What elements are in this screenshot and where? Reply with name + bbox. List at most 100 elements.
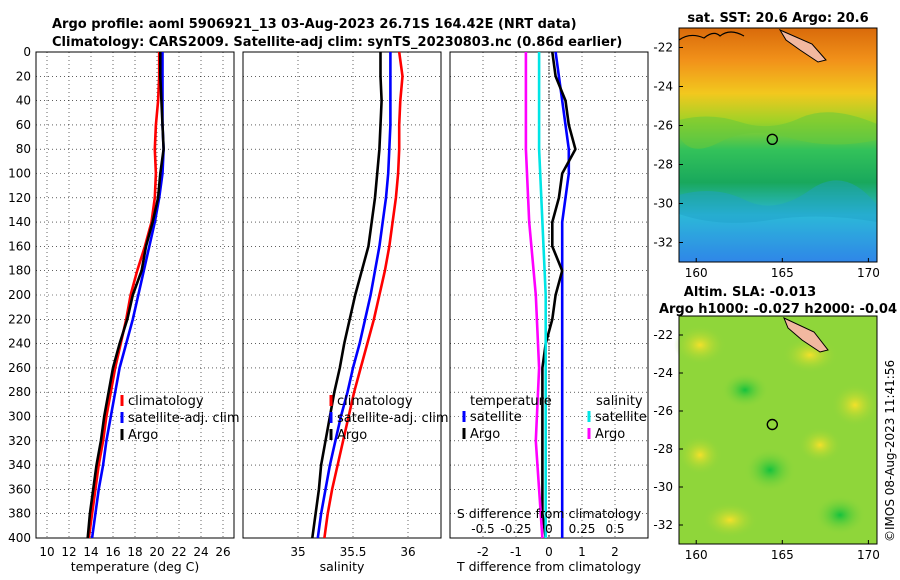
sst-lat-tick-labels: -22 -24 -26 -28 -30 -32 [653,41,683,250]
series-line-climatology [87,52,161,539]
x-tick-label: 22 [171,545,186,559]
lat-tick-label: -28 [653,442,673,456]
series-line-temperature-satellite [554,51,571,538]
series-line-argo [311,52,383,539]
series-line-salinity-satellite [537,52,547,538]
series-line-argo [86,52,165,539]
sla-map-title: Altim. SLA: -0.013 [684,285,816,300]
argo-location-marker [766,133,778,146]
temperature-grid [36,52,234,538]
x-tick-label: -1 [510,545,522,559]
y-tick-label: 40 [16,94,31,108]
y-tick-label: 300 [8,410,31,424]
legend-argo-label: Argo [337,428,367,443]
salinity-legend: climatology satellite-adj. clim Argo [329,394,449,443]
lat-tick-label: -30 [653,480,673,494]
series-line-satellite-adj-clim [316,52,392,539]
sla-map: Altim. SLA: -0.013 Argo h1000: -0.027 h2… [653,285,897,562]
temperature-diff-xlabel: T difference from climatology [456,559,642,574]
series-line-temperature-argo [541,51,577,539]
difference-legend: temperature satellite Argo salinity sate… [462,394,647,442]
x-tick-label: 24 [193,545,208,559]
legend-temperature-title: temperature [470,394,552,409]
imos-timestamp: ©IMOS 08-Aug-2023 11:41:56 [883,360,897,542]
sla-blob [831,383,879,427]
salinity-panel: 35 35.5 36 salinity climatology satellite-… [242,51,449,574]
lat-tick-label: -26 [653,404,673,418]
lat-tick-label: -32 [653,236,673,250]
y-tick-label: 280 [8,385,31,399]
x-tick-label: -0.5 [471,522,494,536]
sla-lon-tick-labels: 160 165 170 [685,540,880,562]
sst-map-frame [678,27,878,263]
lon-tick-label: 165 [771,548,794,562]
lon-tick-label: 170 [857,548,880,562]
new-caledonia-land [783,317,829,353]
y-tick-label: 160 [8,239,31,253]
y-tick-label: 320 [8,434,31,448]
x-tick-label: 2 [611,545,619,559]
x-tick-label: 10 [39,545,54,559]
series-line-climatology [323,51,404,539]
x-tick-label: 35 [290,545,305,559]
difference-panel: -2 -1 0 1 2 -0.5 -0.25 0 0.25 0.5 S difference f… [449,51,649,574]
sla-blob [814,495,866,535]
legend-climatology-label: climatology [337,394,413,409]
lat-tick-label: -32 [653,518,673,532]
lat-tick-label: -26 [653,119,673,133]
sst-lon-tick-labels: 160 165 170 [685,258,880,280]
temperature-xlabel: temperature (deg C) [71,559,200,574]
temperature-lines [86,52,165,539]
legend-salinity-title: salinity [596,394,643,409]
y-tick-label: 400 [8,531,31,545]
lon-tick-label: 160 [685,266,708,280]
temperature-tick-labels: 10 12 14 16 18 20 22 24 26 [39,545,230,559]
x-tick-label: 16 [105,545,120,559]
y-tick-label: 260 [8,361,31,375]
difference-lines [524,51,577,539]
y-tick-label: 340 [8,458,31,472]
sla-blob [674,325,726,365]
x-tick-label: 20 [149,545,164,559]
salinity-xlabel: salinity [320,559,365,574]
y-tick-label: 360 [8,482,31,496]
salinity-grid [243,52,441,538]
x-tick-label: 0.25 [569,522,596,536]
title-line-2: Climatology: CARS2009. Satellite-adj cli… [52,35,622,50]
sst-patch [679,112,877,149]
x-tick-label: 14 [83,545,98,559]
salinity-diff-xlabel: S difference from climatology [457,506,642,521]
x-tick-label: 0 [545,545,553,559]
legend-climatology-label: climatology [128,394,204,409]
legend-argo-label: Argo [128,428,158,443]
sst-contour [678,31,745,41]
series-line-salinity-argo [524,52,544,539]
legend-sal-argo-label: Argo [595,427,625,442]
lat-tick-label: -24 [653,80,673,94]
x-tick-label: 26 [215,545,230,559]
x-tick-label: -0.25 [500,522,531,536]
y-tick-label: 100 [8,167,31,181]
y-tick-label: 60 [16,118,31,132]
lat-tick-label: -24 [653,366,673,380]
y-tick-label: 120 [8,191,31,205]
legend-sal-satellite-label: satellite [595,410,647,425]
x-tick-label: 1 [578,545,586,559]
legend-temp-argo-label: Argo [470,427,500,442]
y-tick-label: 140 [8,215,31,229]
sla-map-subtitle: Argo h1000: -0.027 h2000: -0.04 [659,302,897,317]
sla-blob [721,372,769,408]
x-tick-label: 36 [400,545,415,559]
argo-location-marker [766,418,778,431]
depth-tick-labels: 0 20 40 60 80 100 120 140 160 180 200 220 240 260 280 3… [8,45,31,545]
legend-satellite-label: satellite-adj. clim [337,411,449,426]
sst-map: sat. SST: 20.6 Argo: 20.6 -22 -24 -26 -28 -3… [653,11,879,280]
y-tick-label: 380 [8,507,31,521]
lat-tick-label: -28 [653,158,673,172]
sla-blob [798,427,842,463]
lon-tick-label: 165 [771,266,794,280]
x-tick-label: -2 [477,545,489,559]
sst-map-title: sat. SST: 20.6 Argo: 20.6 [687,11,868,26]
lat-tick-label: -30 [653,197,673,211]
salinity-lines [311,51,404,539]
